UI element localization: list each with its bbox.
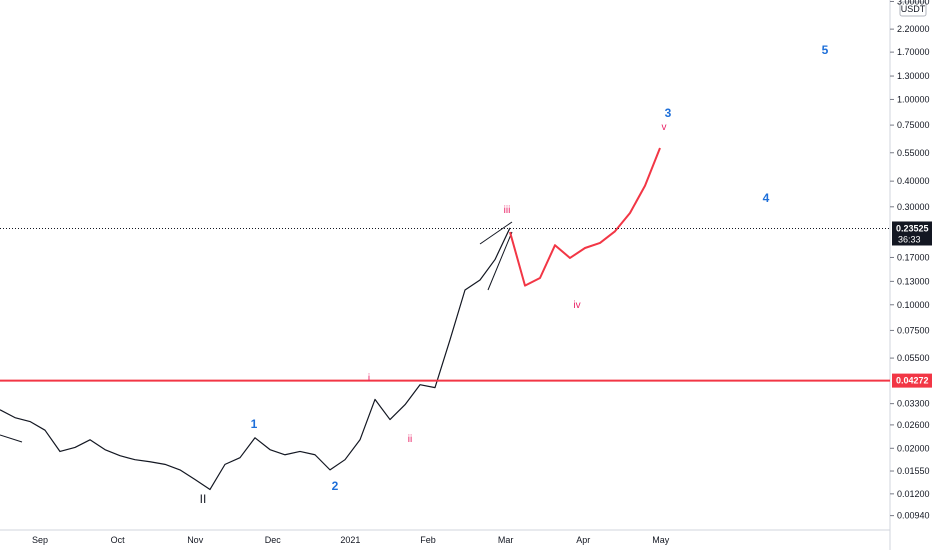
wave-label: i (368, 373, 370, 384)
wave-label: v (662, 122, 667, 133)
y-tick-label: 2.20000 (897, 24, 930, 34)
wave-label: 1 (251, 417, 258, 431)
y-tick-label: 0.02600 (897, 420, 930, 430)
y-tick-label: 0.02000 (897, 443, 930, 453)
wave-label: iv (573, 300, 580, 311)
wave-label: 2 (332, 479, 339, 493)
wedge-line (487, 231, 513, 291)
x-tick-label: Feb (420, 535, 436, 545)
wave-label: 5 (822, 43, 829, 57)
x-tick-label: Mar (498, 535, 514, 545)
y-tick-label: 1.30000 (897, 71, 930, 81)
y-tick-label: 0.03300 (897, 399, 930, 409)
series-line (0, 227, 511, 491)
y-tick-label: 0.05500 (897, 353, 930, 363)
x-tick-label: Nov (187, 535, 204, 545)
currency-box (899, 1, 927, 17)
y-tick-label: 0.17000 (897, 252, 930, 262)
x-tick-label: 2021 (340, 535, 360, 545)
countdown: 36:33 (898, 234, 921, 244)
y-tick-label: 0.13000 (897, 276, 930, 286)
y-tick-label: 1.70000 (897, 47, 930, 57)
x-tick-label: Oct (111, 535, 126, 545)
wave-label: 3 (665, 106, 672, 120)
x-tick-label: Apr (576, 535, 590, 545)
y-tick-label: 0.75000 (897, 120, 930, 130)
series-line (509, 147, 661, 287)
last-price-box (892, 221, 932, 246)
y-tick-label: 0.01550 (897, 466, 930, 476)
support-label-box (892, 373, 932, 388)
currency: USDT (901, 4, 926, 14)
y-tick-label: 0.55000 (897, 148, 930, 158)
support-label: 0.04272 (896, 376, 929, 386)
x-tick-label: Dec (265, 535, 282, 545)
y-tick-label: 0.01200 (897, 489, 930, 499)
wedge-line (479, 221, 513, 245)
y-tick-label: 0.10000 (897, 300, 930, 310)
y-tick-label: 0.07500 (897, 325, 930, 335)
y-tick-label: 0.30000 (897, 202, 930, 212)
wave-label: iii (504, 205, 511, 216)
wave-label: ii (408, 434, 412, 445)
y-tick-label: 0.40000 (897, 176, 930, 186)
last-price-label: 0.23525 (896, 223, 929, 233)
y-tick-label: 1.00000 (897, 94, 930, 104)
drawing-line (0, 434, 23, 443)
x-tick-label: Sep (32, 535, 48, 545)
y-tick-label: 3.00000 (897, 0, 930, 6)
wave-label: II (200, 492, 207, 506)
x-tick-label: May (652, 535, 670, 545)
y-tick-label: 0.00940 (897, 511, 930, 521)
wave-label: 4 (763, 191, 770, 205)
